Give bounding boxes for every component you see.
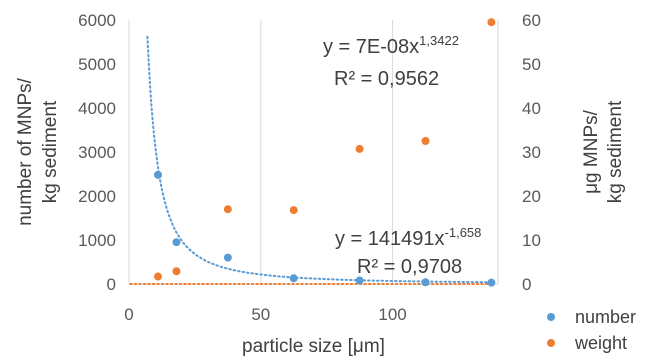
- left-y-tick-label: 1000: [78, 231, 116, 250]
- right-y-tick-label: 30: [522, 143, 541, 162]
- x-tick-label: 100: [378, 305, 406, 324]
- left-y-tick-label: 3000: [78, 143, 116, 162]
- legend-weight-marker: [547, 339, 555, 347]
- trendlines: [129, 35, 492, 285]
- weight-point: [153, 272, 162, 281]
- weight-point: [487, 18, 496, 27]
- number-point: [355, 276, 364, 285]
- weight-equation-base: y = 7E-08x: [323, 36, 419, 58]
- number-equation-exponent: -1,658: [445, 225, 482, 240]
- right-y-tick-label: 60: [522, 11, 541, 30]
- right-y-axis-title: μg MNPs/ kg sediment: [581, 100, 626, 203]
- left-y-axis-title-line-1: number of MNPs/: [15, 77, 36, 226]
- weight-trendline-equation: y = 7E-08x1,3422: [323, 33, 459, 58]
- weight-point: [172, 267, 181, 276]
- weight-point: [355, 144, 364, 153]
- data-points: [153, 18, 496, 287]
- number-equation-base: y = 141491x: [335, 228, 445, 250]
- weight-trendline-r2: R² = 0,9562: [334, 68, 439, 90]
- left-y-tick-label: 6000: [78, 11, 116, 30]
- x-tick-label: 50: [251, 305, 270, 324]
- number-trendline-equation: y = 141491x-1,658: [335, 225, 481, 250]
- number-point: [289, 274, 298, 283]
- left-y-tick-label: 0: [107, 275, 116, 294]
- right-y-axis-title-line-2: kg sediment: [605, 100, 626, 203]
- number-point: [421, 278, 430, 287]
- grid: [128, 20, 499, 284]
- trendline-annotations: y = 7E-08x1,3422 R² = 0,9562 y = 141491x…: [323, 33, 481, 278]
- left-y-axis-title: number of MNPs/ kg sediment: [15, 77, 61, 226]
- weight-point: [223, 205, 232, 214]
- right-y-tick-label: 0: [522, 275, 531, 294]
- right-y-axis-title-line-1: μg MNPs/: [581, 109, 602, 194]
- number-trendline: [146, 35, 492, 284]
- right-y-tick-label: 20: [522, 187, 541, 206]
- left-y-tick-label: 2000: [78, 187, 116, 206]
- x-tick-label: 0: [124, 305, 133, 324]
- number-point: [153, 170, 162, 179]
- number-point: [172, 238, 181, 247]
- legend-number-marker: [547, 313, 555, 321]
- left-y-tick-label: 4000: [78, 99, 116, 118]
- weight-point: [289, 206, 298, 215]
- legend-weight-label: weight: [574, 333, 627, 353]
- x-axis-title: particle size [μm]: [242, 336, 385, 357]
- legend: number weight: [547, 307, 636, 353]
- right-y-tick-label: 40: [522, 99, 541, 118]
- number-trendline-r2: R² = 0,9708: [357, 256, 462, 278]
- right-y-tick-label: 10: [522, 231, 541, 250]
- weight-equation-exponent: 1,3422: [419, 33, 459, 48]
- number-point: [487, 278, 496, 287]
- legend-number-label: number: [575, 307, 636, 327]
- number-point: [223, 253, 232, 262]
- tick-labels: 0 1000 2000 3000 4000 5000 6000 0 10 20 30 40 50 60 0 5…: [78, 11, 541, 324]
- left-y-tick-label: 5000: [78, 55, 116, 74]
- right-y-tick-label: 50: [522, 55, 541, 74]
- left-y-axis-title-line-2: kg sediment: [40, 100, 61, 203]
- weight-point: [421, 137, 430, 145]
